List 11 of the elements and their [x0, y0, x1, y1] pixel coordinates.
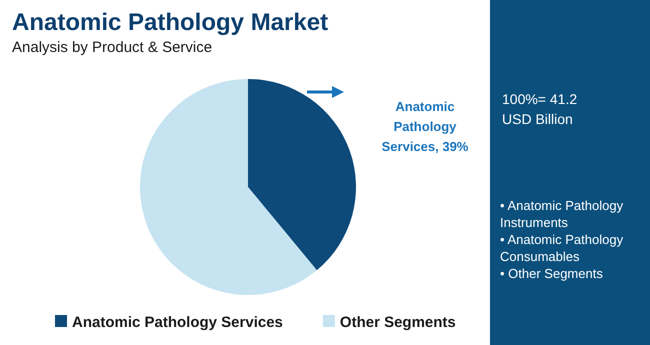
- data-label: Anatomic Pathology Services, 39%: [382, 99, 469, 154]
- text: • Other Segments: [500, 266, 604, 281]
- legend-label: Anatomic Pathology Services: [72, 314, 283, 331]
- legend-label: Other Segments: [340, 314, 456, 331]
- pie-slice: [140, 79, 317, 295]
- pie-slice: [248, 79, 356, 270]
- chart-title: Anatomic Pathology Market: [12, 9, 328, 36]
- chart-subtitle: Analysis by Product & Service: [12, 39, 212, 56]
- text: • Anatomic Pathology Consumables: [500, 232, 624, 264]
- text: 100%= 41.2 USD Billion: [502, 91, 578, 127]
- text: • Anatomic Pathology Instruments: [500, 198, 624, 230]
